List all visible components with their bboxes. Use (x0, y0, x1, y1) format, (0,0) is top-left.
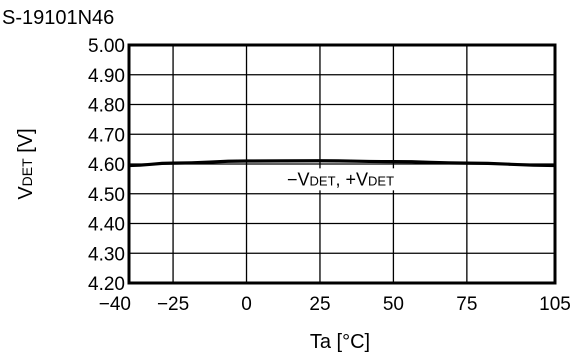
series-line (128, 159, 556, 168)
x-tick-label: −25 (157, 294, 189, 315)
x-tick-label: 75 (456, 294, 477, 315)
x-tick-label: 0 (241, 294, 252, 315)
annotation-part: DET (368, 173, 394, 188)
annotation-part: , +V (336, 169, 369, 189)
y-tick-label: 4.80 (88, 96, 125, 117)
y-axis-label-main: V (15, 186, 37, 200)
y-tick-label: 4.90 (88, 66, 125, 87)
annotation-part: −V (287, 169, 310, 189)
y-tick-labels: 4.20 4.30 4.40 4.50 4.60 4.70 4.80 4.90 5.00 (88, 36, 125, 295)
y-axis-label-unit: [V] (15, 128, 37, 158)
x-tick-label: −40 (99, 294, 131, 315)
x-tick-label: 50 (383, 294, 404, 315)
y-tick-label: 5.00 (88, 36, 125, 57)
plot-frame (127, 43, 557, 285)
y-tick-label: 4.60 (88, 155, 125, 176)
y-tick-label: 4.70 (88, 125, 125, 146)
y-tick-label: 4.40 (88, 215, 125, 236)
annotation-background (282, 168, 399, 191)
y-axis-label: VDET [V] (15, 128, 37, 199)
chart-title: S-19101N46 (2, 7, 114, 29)
x-tick-label: 25 (309, 294, 330, 315)
y-tick-label: 4.30 (88, 244, 125, 265)
y-tick-label: 4.20 (88, 274, 125, 295)
annotation-part: DET (310, 173, 336, 188)
y-axis-label-sub: DET (19, 158, 35, 186)
series-lines (128, 159, 556, 168)
x-tick-label: 105 (539, 294, 571, 315)
annotation-label: −VDET, +VDET (287, 169, 394, 189)
y-tick-label: 4.50 (88, 185, 125, 206)
series-annotation: −VDET, +VDET (282, 168, 399, 191)
x-tick-labels: −40 −25 0 25 50 75 105 (99, 294, 571, 315)
x-axis-label: Ta [°C] (310, 331, 370, 353)
